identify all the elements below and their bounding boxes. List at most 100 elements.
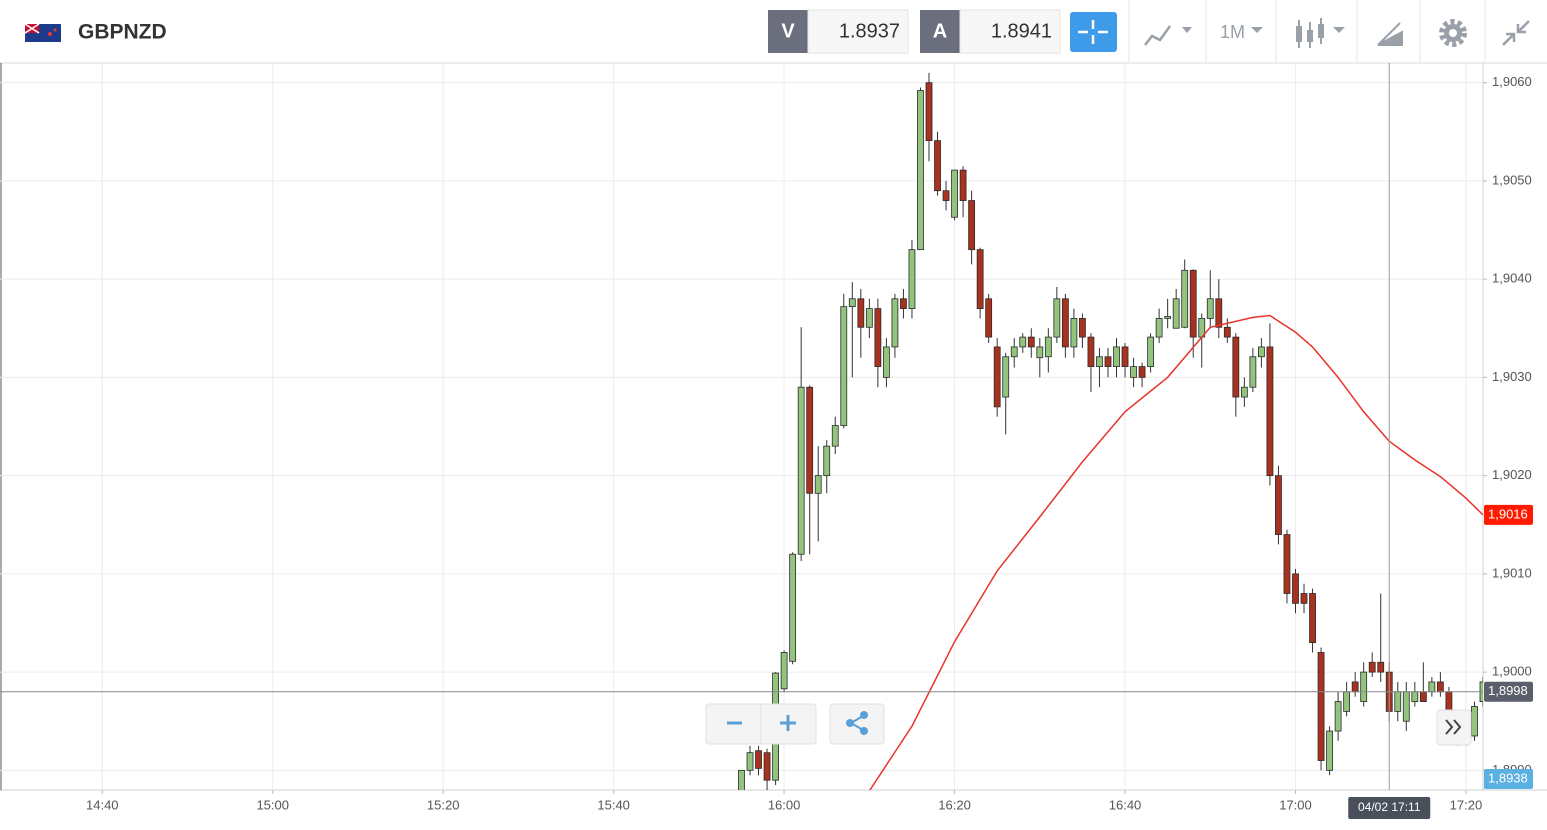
candle-body <box>934 140 941 192</box>
crosshair-label-box <box>1348 797 1431 819</box>
candle-body <box>1275 475 1282 535</box>
zoom-in-button[interactable] <box>780 715 796 731</box>
candle-body <box>814 475 822 494</box>
ask-price: 1.8941 <box>991 20 1052 42</box>
candle-body <box>1053 298 1061 338</box>
candle-body <box>1266 346 1274 477</box>
candle-body <box>1104 356 1112 367</box>
candles-button[interactable] <box>1296 18 1345 48</box>
bid-box[interactable] <box>807 9 909 54</box>
plot <box>0 63 1483 790</box>
candle-body <box>797 386 805 555</box>
x-tick-label: 16:20 <box>938 797 971 812</box>
candle-body <box>882 346 890 378</box>
x-tick-label: 15:20 <box>427 797 460 812</box>
candle-body <box>1445 691 1453 712</box>
candle-body <box>1223 326 1231 338</box>
ask-label: A <box>933 20 947 42</box>
ask-button[interactable] <box>920 10 960 53</box>
flag-icon <box>24 23 61 42</box>
candle-body <box>891 298 899 348</box>
price-label: 1,8938 <box>1488 770 1528 785</box>
chart-type-button[interactable] <box>1144 25 1192 46</box>
timeframe-arrow <box>1251 27 1263 33</box>
candle-body <box>1130 366 1137 378</box>
candle-body <box>840 306 848 426</box>
candle-body <box>1155 318 1163 338</box>
symbol: GBPNZD <box>78 21 167 44</box>
candle-body <box>857 298 865 328</box>
candle-body <box>1309 593 1316 644</box>
candle-body <box>985 298 993 338</box>
collapse-button[interactable] <box>1502 20 1530 46</box>
candle-body <box>763 752 771 781</box>
zoom-controls <box>705 703 885 745</box>
candle-body <box>900 298 907 310</box>
y-tick-label: 1,9060 <box>1492 74 1532 89</box>
moving-average-line <box>869 314 1483 790</box>
candle-body <box>1258 346 1265 358</box>
candle-body <box>1070 318 1078 348</box>
bid-label: V <box>781 20 795 42</box>
candle-body <box>1019 336 1027 348</box>
candle-body <box>1360 671 1368 702</box>
axes: 1,9060 1,9050 1,9040 1,9030 1,9020 1,9010 1,90… <box>86 74 1533 819</box>
candle-body <box>1377 661 1385 673</box>
crosshair-icon <box>1078 20 1108 44</box>
candle-body <box>1206 298 1214 319</box>
candle-body <box>738 769 745 790</box>
candle-body <box>1428 681 1436 693</box>
candle-body <box>1138 366 1146 378</box>
y-tick-label: 1,9010 <box>1492 565 1532 580</box>
crosshair-button[interactable] <box>1070 12 1117 52</box>
candle-body <box>848 298 856 308</box>
candle-body <box>942 190 950 201</box>
candle-body <box>917 90 924 251</box>
candle-body <box>823 445 831 477</box>
candle-body <box>1079 318 1086 338</box>
x-tick-label: 15:00 <box>256 797 289 812</box>
candle-body <box>925 82 933 142</box>
candle-body <box>806 386 814 494</box>
ask-box[interactable] <box>959 9 1061 54</box>
price-label-box <box>1484 504 1533 525</box>
candle-body <box>1436 681 1444 693</box>
candle-body <box>1027 336 1035 348</box>
candle-body <box>993 346 1001 408</box>
toolbar-separators <box>1128 0 1486 63</box>
settings-button[interactable] <box>1439 19 1467 47</box>
draw-button[interactable] <box>1377 22 1403 46</box>
candle-body <box>1326 730 1333 771</box>
y-tick-label: 1,9030 <box>1492 369 1532 384</box>
bid-button[interactable] <box>768 10 808 53</box>
candle-body <box>1036 346 1044 359</box>
y-tick-label: 1,9040 <box>1492 271 1532 286</box>
candle-body <box>1402 691 1410 722</box>
x-tick-label: 17:00 <box>1279 797 1312 812</box>
candle-body <box>1002 356 1010 398</box>
candle-body <box>874 308 882 367</box>
bid-price: 1.8937 <box>839 20 900 42</box>
share-button[interactable] <box>829 703 885 745</box>
candle-body <box>1172 298 1180 329</box>
candle-body <box>1010 346 1018 358</box>
candle-body <box>1215 298 1223 328</box>
candle-body <box>1283 534 1291 594</box>
candle-body <box>1164 316 1172 319</box>
scroll-right-button[interactable] <box>1436 709 1472 746</box>
candle-body <box>959 169 967 201</box>
candle-body <box>1113 346 1120 367</box>
candle-body <box>976 249 984 310</box>
x-tick-label: 14:40 <box>86 797 119 812</box>
x-tick-label: 16:00 <box>768 797 801 812</box>
candle-body <box>780 652 788 690</box>
candle-body <box>1096 356 1103 367</box>
price-label: 1,9016 <box>1488 506 1528 521</box>
timeframe[interactable]: 1M <box>1220 22 1245 42</box>
candle-body <box>1147 336 1155 367</box>
candle-body <box>1181 269 1189 328</box>
grid <box>0 63 1483 790</box>
candle-body <box>1061 298 1069 348</box>
